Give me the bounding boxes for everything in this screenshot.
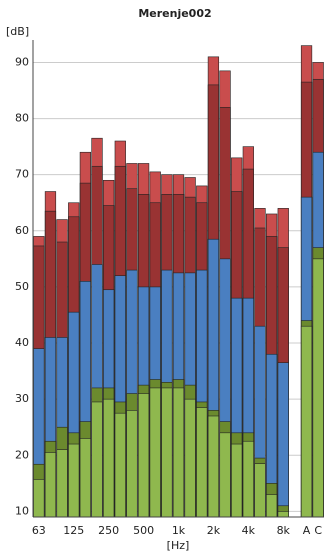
x-tick-label: 125 [63,524,84,537]
bar [114,412,126,518]
bar [126,410,138,518]
bar [137,393,150,518]
x-tick-label: 4k [242,524,256,537]
x-tick-label: A [303,524,311,537]
bar [33,479,45,518]
bar [161,387,173,518]
x-tick-label: 1k [172,524,186,537]
bar [242,440,254,518]
y-tick-label: 10 [15,504,29,517]
x-tick-label: 2k [207,524,221,537]
x-tick-label: 8k [277,524,291,537]
bar [219,432,231,518]
y-tick-label: 60 [15,224,29,237]
bar [254,463,266,518]
bar [231,443,243,518]
y-axis-label: [dB] [6,25,29,38]
x-axis-label: [Hz] [167,539,190,552]
y-tick-label: 30 [15,392,29,405]
x-tick-label: 63 [32,524,46,537]
bar [103,398,115,518]
x-tick-label: 500 [133,524,154,537]
bar [312,258,324,518]
bar [277,511,289,518]
bar [277,362,289,518]
bar [172,387,185,518]
y-tick-label: 90 [15,55,29,68]
bar [44,452,57,518]
y-tick-label: 70 [15,168,29,181]
bar [196,407,208,518]
y-tick-label: 50 [15,280,29,293]
bar [207,415,220,518]
bar [149,387,161,518]
y-tick-label: 20 [15,448,29,461]
x-tick-label: 250 [98,524,119,537]
x-tick-label: C [314,524,322,537]
y-tick-label: 80 [15,112,29,125]
bar [56,449,68,518]
bar [300,325,313,518]
bar [68,443,80,518]
bar [184,398,196,518]
chart-title: Merenje002 [138,7,211,20]
y-tick-label: 40 [15,336,29,349]
bar [265,494,278,518]
bar [91,401,103,518]
bar [79,438,91,518]
